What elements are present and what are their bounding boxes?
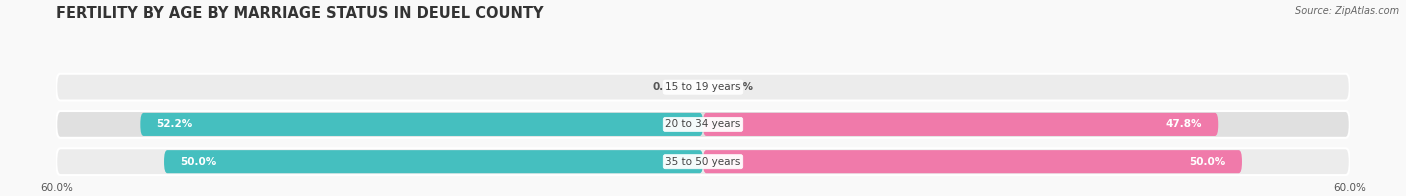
FancyBboxPatch shape (165, 150, 703, 173)
FancyBboxPatch shape (141, 113, 703, 136)
Text: 50.0%: 50.0% (180, 157, 217, 167)
FancyBboxPatch shape (56, 111, 1350, 138)
Text: FERTILITY BY AGE BY MARRIAGE STATUS IN DEUEL COUNTY: FERTILITY BY AGE BY MARRIAGE STATUS IN D… (56, 6, 544, 21)
Text: 52.2%: 52.2% (156, 119, 193, 129)
FancyBboxPatch shape (56, 74, 1350, 101)
Text: 35 to 50 years: 35 to 50 years (665, 157, 741, 167)
Text: 50.0%: 50.0% (1189, 157, 1226, 167)
Text: 0.0%: 0.0% (724, 82, 754, 92)
Text: Source: ZipAtlas.com: Source: ZipAtlas.com (1295, 6, 1399, 16)
FancyBboxPatch shape (703, 150, 1241, 173)
Text: 20 to 34 years: 20 to 34 years (665, 119, 741, 129)
FancyBboxPatch shape (56, 148, 1350, 175)
Text: 47.8%: 47.8% (1166, 119, 1202, 129)
FancyBboxPatch shape (703, 113, 1218, 136)
Text: 0.0%: 0.0% (652, 82, 682, 92)
Text: 15 to 19 years: 15 to 19 years (665, 82, 741, 92)
